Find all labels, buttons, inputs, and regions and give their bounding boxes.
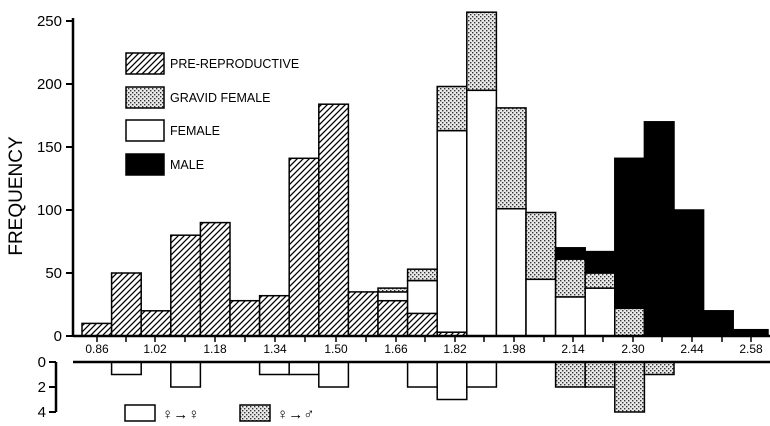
- legend-top: PRE-REPRODUCTIVE GRAVID FEMALE FEMALE MA…: [125, 52, 299, 176]
- x-tick-label: 2.58: [739, 342, 763, 356]
- legend-label-prereproductive: PRE-REPRODUCTIVE: [170, 57, 299, 71]
- y-tick-label: 250: [37, 13, 62, 30]
- bar-female-13: [466, 89, 498, 337]
- y-tick-label: 200: [37, 76, 62, 93]
- bar-female-14: [495, 207, 527, 337]
- lower-bar-female-to-male-17: [584, 361, 616, 388]
- lower-bar-female-to-female-13: [466, 361, 498, 388]
- lower-bar-female-to-female-6: [258, 361, 290, 376]
- bar-male-19: [643, 121, 675, 337]
- lower-y-tick-label: 2: [38, 379, 46, 396]
- x-tick-label: 2.44: [680, 342, 704, 356]
- bar-prereproductive-5: [229, 299, 261, 337]
- main-bars: [81, 11, 769, 337]
- lower-bar-female-to-female-11: [406, 361, 438, 388]
- x-tick-label: 1.18: [203, 342, 227, 356]
- bar-prereproductive-3: [170, 234, 202, 337]
- lower-y-tick-label: 0: [38, 354, 46, 371]
- bar-gravid-female-15: [525, 211, 557, 281]
- bar-male-17: [584, 250, 616, 274]
- bar-gravid-female-16: [554, 258, 586, 298]
- x-tick-label: 1.66: [384, 342, 408, 356]
- bar-prereproductive-11: [406, 312, 438, 337]
- y-ticks: 0 50 100 150 200 250: [37, 13, 73, 345]
- bar-male-18: [614, 157, 646, 309]
- lower-bar-female-to-female-8: [318, 361, 350, 388]
- bar-male-16: [554, 247, 586, 260]
- bar-female-16: [554, 296, 586, 337]
- legend-swatch-gravid-female: [125, 86, 165, 109]
- bar-female-17: [584, 287, 616, 337]
- bar-gravid-female-12: [436, 85, 468, 132]
- legend-label-female: FEMALE: [170, 124, 220, 138]
- bar-prereproductive-2: [140, 310, 172, 337]
- legend-label-female-to-female: ♀→♀: [162, 406, 200, 423]
- bar-male-20: [673, 209, 705, 337]
- bar-gravid-female-18: [614, 307, 646, 337]
- legend-bottom: ♀→♀ ♀→♂: [124, 404, 315, 423]
- bar-gravid-female-13: [466, 11, 498, 92]
- lower-bars: [110, 361, 675, 413]
- bar-prereproductive-10: [377, 299, 409, 337]
- bar-gravid-female-11: [406, 268, 438, 282]
- lower-y-ticks: 0 2 4: [38, 354, 56, 421]
- legend-label-female-to-male: ♀→♂: [277, 406, 315, 423]
- y-axis-label: FREQUENCY: [6, 136, 27, 256]
- lower-bar-female-to-male-19: [643, 361, 675, 376]
- y-tick-label: 100: [37, 202, 62, 219]
- lower-bar-female-to-female-7: [288, 361, 320, 376]
- bar-gravid-female-17: [584, 272, 616, 289]
- lower-bar-female-to-male-16: [554, 361, 586, 388]
- legend-swatch-female-to-female: [124, 404, 156, 422]
- bar-female-11: [406, 279, 438, 315]
- bar-gravid-female-10: [377, 287, 409, 293]
- bar-prereproductive-4: [199, 221, 231, 337]
- lower-bar-female-to-female-12: [436, 361, 468, 401]
- x-tick-label: 1.50: [324, 342, 348, 356]
- bar-female-12: [436, 129, 468, 333]
- bar-female-15: [525, 278, 557, 337]
- x-ticks: 0.86 1.02 1.18 1.34 1.50 1.66 1.82 1.98 2.14 2.30…: [85, 336, 763, 356]
- x-tick-label: 2.14: [561, 342, 585, 356]
- legend-swatch-prereproductive: [125, 52, 165, 75]
- bar-prereproductive-7: [288, 157, 320, 337]
- y-tick-label: 0: [54, 328, 62, 345]
- x-tick-label: 1.82: [443, 342, 467, 356]
- bar-male-21: [702, 310, 734, 337]
- legend-label-male: MALE: [170, 158, 204, 172]
- x-tick-label: 0.86: [85, 342, 109, 356]
- y-tick-label: 150: [37, 139, 62, 156]
- bar-prereproductive-9: [347, 291, 379, 337]
- legend-swatch-male: [125, 153, 165, 176]
- bar-prereproductive-0: [81, 322, 113, 337]
- bar-gravid-female-14: [495, 107, 527, 210]
- bar-female-10: [377, 291, 409, 302]
- lower-bar-female-to-female-3: [170, 361, 202, 388]
- x-tick-label: 2.30: [621, 342, 645, 356]
- x-tick-label: 1.02: [143, 342, 167, 356]
- lower-y-tick-label: 4: [38, 404, 46, 421]
- legend-label-gravid-female: GRAVID FEMALE: [170, 91, 270, 105]
- x-tick-label: 1.98: [502, 342, 526, 356]
- legend-swatch-female: [125, 119, 165, 142]
- x-tick-label: 1.34: [263, 342, 287, 356]
- y-tick-label: 50: [45, 265, 62, 282]
- lower-bar-female-to-male-18: [614, 361, 646, 413]
- bar-prereproductive-1: [110, 272, 142, 337]
- bar-prereproductive-6: [258, 294, 290, 337]
- lower-bar-female-to-female-1: [110, 361, 142, 376]
- bar-prereproductive-8: [318, 103, 350, 337]
- legend-swatch-female-to-male: [239, 404, 271, 422]
